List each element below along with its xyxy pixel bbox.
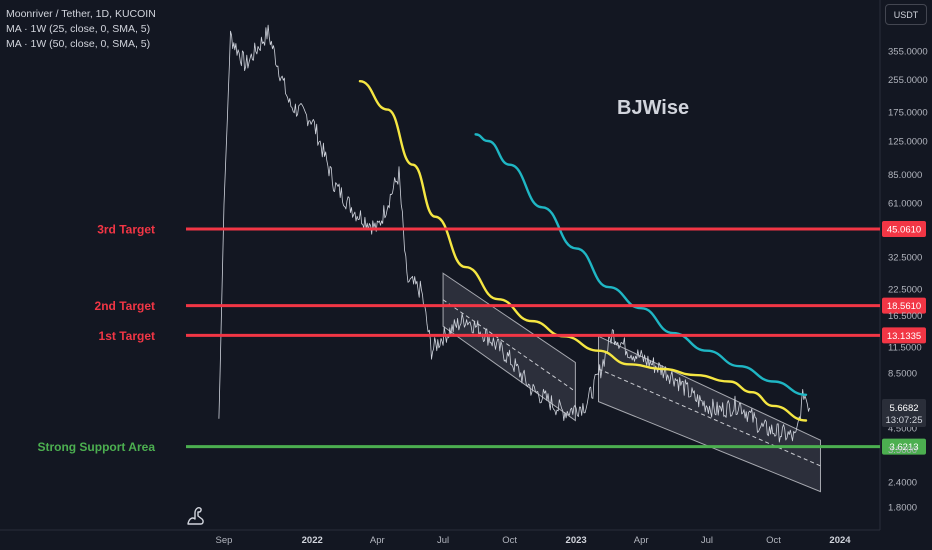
channel-band: [598, 335, 821, 493]
channel-midline: [442, 299, 576, 392]
x-tick-label: Sep: [216, 535, 233, 546]
x-tick-label: Oct: [766, 535, 781, 546]
x-tick-label: 2023: [566, 535, 587, 546]
last-price-tag: [882, 398, 926, 427]
level-price-tag-text: 13.1335: [887, 331, 921, 342]
price-layer: [218, 24, 810, 443]
price-axis[interactable]: 355.0000 255.0000 175.0000 125.0000 85.0000 6…: [882, 46, 928, 513]
y-tick-label: 22.5000: [888, 284, 922, 295]
level-label: 3rd Target: [97, 223, 155, 237]
level-price-tag-text: 45.0610: [887, 225, 921, 236]
level-price-tag-text: 18.5610: [887, 301, 921, 312]
y-tick-label: 61.0000: [888, 198, 922, 209]
x-tick-label: 2022: [302, 535, 323, 546]
channel-midline: [598, 368, 821, 467]
level-price-tag: [882, 327, 926, 344]
time-axis[interactable]: Sep 2022 Apr Jul Oct 2023 Apr Jul Oct 2024: [216, 535, 852, 546]
chart-title: Moonriver / Tether, 1D, KUCOIN: [6, 8, 156, 20]
channel-band: [442, 272, 576, 422]
ma25-legend[interactable]: MA · 1W (25, close, 0, SMA, 5): [6, 23, 151, 35]
author-watermark: BJWise: [617, 97, 690, 119]
y-tick-label: 355.0000: [888, 46, 928, 57]
x-tick-label: Apr: [370, 535, 385, 546]
level-price-tag-text: 3.6213: [889, 442, 918, 453]
moving-average-layer: [358, 79, 808, 422]
tradingview-logo-icon[interactable]: [186, 504, 210, 526]
y-tick-label: 255.0000: [888, 75, 928, 86]
y-tick-label: 4.5000: [888, 423, 917, 434]
ma50-legend[interactable]: MA · 1W (50, close, 0, SMA, 5): [6, 38, 151, 50]
ma25-line: [358, 79, 808, 422]
last-price-text: 5.6682: [889, 403, 918, 414]
level-label: Strong Support Area: [37, 440, 155, 454]
y-tick-label: 85.0000: [888, 170, 922, 181]
levels-layer: 3rd Target 45.0610 2nd Target 18.5610 1st Ta…: [37, 221, 926, 455]
x-tick-label: Apr: [634, 535, 649, 546]
y-tick-label: 2.4000: [888, 478, 917, 489]
chart-legend: Moonriver / Tether, 1D, KUCOIN MA · 1W (…: [6, 7, 156, 52]
level-price-tag: [882, 297, 926, 314]
x-tick-label: Jul: [437, 535, 449, 546]
grid-layer: [0, 0, 881, 531]
y-tick-label: 175.0000: [888, 107, 928, 118]
y-tick-label: 3.5000: [888, 445, 917, 456]
level-label: 2nd Target: [95, 299, 155, 313]
y-tick-label: 8.5000: [888, 368, 917, 379]
level-price-tag: [882, 221, 926, 238]
ma50-line: [474, 133, 808, 397]
x-tick-label: Oct: [502, 535, 517, 546]
y-tick-label: 16.5000: [888, 311, 922, 322]
channel-layer: [442, 272, 821, 493]
y-tick-label: 1.8000: [888, 502, 917, 513]
y-tick-label: 32.5000: [888, 253, 922, 264]
y-tick-label: 11.5000: [888, 342, 922, 353]
level-label: 1st Target: [99, 329, 155, 343]
level-price-tag: [882, 438, 926, 455]
y-tick-label: 125.0000: [888, 137, 928, 148]
price-line: [218, 24, 810, 443]
x-tick-label: Jul: [701, 535, 713, 546]
x-tick-label: 2024: [829, 535, 851, 546]
countdown-text: 13:07:25: [886, 415, 923, 426]
currency-button[interactable]: USDT: [885, 4, 927, 25]
